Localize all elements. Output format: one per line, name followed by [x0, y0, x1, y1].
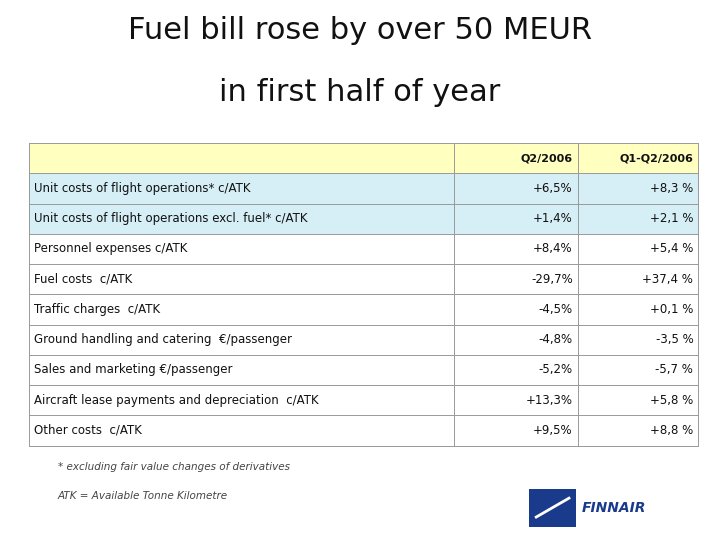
Text: -4,5%: -4,5%: [539, 303, 573, 316]
Bar: [578, 325, 698, 355]
Bar: [454, 143, 578, 173]
Text: ATK = Available Tonne Kilometre: ATK = Available Tonne Kilometre: [58, 491, 228, 502]
Text: -5,7 %: -5,7 %: [655, 363, 693, 376]
Text: FINNAIR: FINNAIR: [582, 501, 646, 515]
Text: +37,4 %: +37,4 %: [642, 273, 693, 286]
Bar: [529, 489, 576, 526]
Text: +2,1 %: +2,1 %: [650, 212, 693, 225]
Bar: [454, 234, 578, 264]
Text: +5,8 %: +5,8 %: [650, 394, 693, 407]
Text: +5,4 %: +5,4 %: [650, 242, 693, 255]
Text: Aircraft lease payments and depreciation  c/ATK: Aircraft lease payments and depreciation…: [34, 394, 318, 407]
Text: +0,1 %: +0,1 %: [650, 303, 693, 316]
Text: -4,8%: -4,8%: [539, 333, 573, 346]
Text: -5,2%: -5,2%: [539, 363, 573, 376]
Text: Fuel bill rose by over 50 MEUR: Fuel bill rose by over 50 MEUR: [128, 16, 592, 45]
Text: +8,8 %: +8,8 %: [650, 424, 693, 437]
Bar: [29, 173, 454, 204]
Text: Other costs  c/ATK: Other costs c/ATK: [34, 424, 142, 437]
Bar: [578, 143, 698, 173]
Text: +13,3%: +13,3%: [526, 394, 573, 407]
Text: +8,4%: +8,4%: [534, 242, 573, 255]
Text: Ground handling and catering  €/passenger: Ground handling and catering €/passenger: [34, 333, 292, 346]
Text: * excluding fair value changes of derivatives: * excluding fair value changes of deriva…: [58, 462, 289, 472]
Text: +8,3 %: +8,3 %: [650, 182, 693, 195]
Bar: [454, 355, 578, 385]
Bar: [29, 294, 454, 325]
Bar: [29, 143, 454, 173]
Text: Unit costs of flight operations excl. fuel* c/ATK: Unit costs of flight operations excl. fu…: [34, 212, 307, 225]
Text: Fuel costs  c/ATK: Fuel costs c/ATK: [34, 273, 132, 286]
Bar: [29, 385, 454, 415]
Bar: [29, 264, 454, 294]
Text: -29,7%: -29,7%: [531, 273, 573, 286]
Bar: [578, 234, 698, 264]
Text: Q1-Q2/2006: Q1-Q2/2006: [619, 153, 693, 163]
Text: +9,5%: +9,5%: [534, 424, 573, 437]
Bar: [454, 204, 578, 234]
Bar: [454, 173, 578, 204]
Bar: [454, 385, 578, 415]
Text: +1,4%: +1,4%: [533, 212, 573, 225]
Bar: [454, 294, 578, 325]
Text: Sales and marketing €/passenger: Sales and marketing €/passenger: [34, 363, 233, 376]
Bar: [454, 325, 578, 355]
Bar: [29, 415, 454, 445]
Bar: [29, 325, 454, 355]
Bar: [578, 294, 698, 325]
Bar: [578, 385, 698, 415]
Text: Q2/2006: Q2/2006: [521, 153, 573, 163]
Text: Personnel expenses c/ATK: Personnel expenses c/ATK: [34, 242, 187, 255]
Bar: [578, 415, 698, 445]
Bar: [578, 355, 698, 385]
Bar: [29, 204, 454, 234]
Bar: [29, 234, 454, 264]
Bar: [29, 355, 454, 385]
Text: +6,5%: +6,5%: [534, 182, 573, 195]
Text: Unit costs of flight operations* c/ATK: Unit costs of flight operations* c/ATK: [34, 182, 251, 195]
Bar: [454, 264, 578, 294]
Bar: [454, 415, 578, 445]
Bar: [578, 264, 698, 294]
Text: Traffic charges  c/ATK: Traffic charges c/ATK: [34, 303, 160, 316]
Text: -3,5 %: -3,5 %: [656, 333, 693, 346]
Text: in first half of year: in first half of year: [220, 78, 500, 107]
Bar: [578, 173, 698, 204]
Bar: [578, 204, 698, 234]
